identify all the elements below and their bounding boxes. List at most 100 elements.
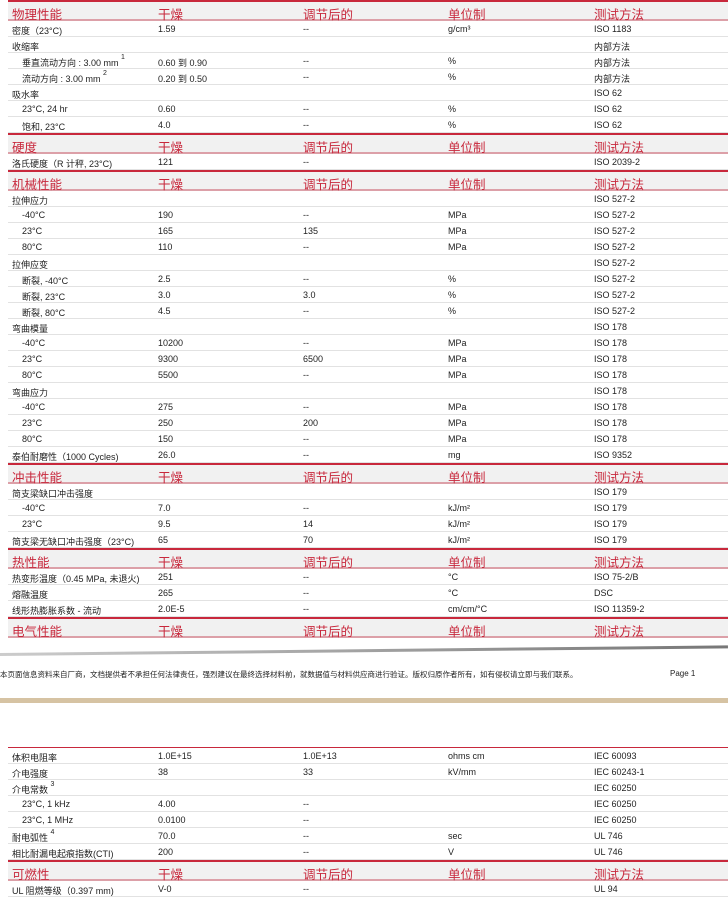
property-label: 相比耐漏电起痕指数(CTI) [12, 849, 114, 859]
property-label: 弯曲应力 [12, 388, 49, 398]
property-name: 弯曲应力 [12, 386, 48, 399]
table-row: 80°C 150 -- MPa ISO 178 [8, 431, 728, 447]
table-row: 泰伯耐磨性（1000 Cycles) 26.0 -- mg ISO 9352 [8, 447, 728, 463]
test-method: ISO 527-2 [594, 210, 636, 220]
unit: °C [448, 572, 459, 582]
property-name: 洛氏硬度（R 计秤, 23°C) [12, 157, 112, 170]
test-method: ISO 178 [594, 322, 628, 332]
dry-value: 150 [158, 434, 174, 444]
table-row: 垂直流动方向 : 3.00 mm 1 0.60 到 0.90 --% 内部方法 [8, 53, 728, 69]
dry-value: 200 [158, 847, 174, 857]
property-name: 拉伸应力 [12, 194, 48, 207]
properties-table-page-1: 物理性能 干燥 调节后的 单位制 测试方法 密度（23°C) 1.59 -- g/cm³ ISO … [8, 0, 728, 639]
section-header: 可燃性 干燥 调节后的 单位制 测试方法 [8, 860, 728, 882]
conditioned-value: -- [303, 306, 309, 316]
conditioned-value: -- [303, 588, 309, 598]
unit: ohms cm [448, 751, 485, 761]
table-row: 介电常数 3 IEC 60250 [8, 780, 728, 796]
test-method: ISO 178 [594, 386, 628, 396]
section-header: 硬度 干燥 调节后的 单位制 测试方法 [8, 133, 728, 155]
conditioned-value: 70 [303, 535, 314, 545]
table-row: 80°C 5500 -- MPa ISO 178 [8, 367, 728, 383]
test-method: IEC 60250 [594, 799, 637, 809]
column-header-unit: 单位制 [448, 178, 486, 192]
property-label: 弯曲模量 [12, 324, 49, 334]
column-header-conditioned: 调节后的 [303, 556, 354, 570]
property-name: 23°C, 1 MHz [22, 815, 73, 825]
property-label: 热变形温度（0.45 MPa, 未退火) [12, 574, 140, 584]
table-row: 简支梁无缺口冲击强度（23°C) 65 70 kJ/m² ISO 179 [8, 532, 728, 548]
property-label: -40°C [22, 402, 46, 412]
conditioned-value: -- [303, 120, 309, 130]
property-name: -40°C [22, 210, 45, 220]
property-label: -40°C [22, 338, 46, 348]
property-name: -40°C [22, 402, 45, 412]
column-header-test: 测试方法 [594, 178, 645, 192]
table-row: 体积电阻率 1.0E+15 1.0E+13 ohms cm IEC 60093 [8, 748, 728, 764]
conditioned-value: -- [303, 402, 309, 412]
conditioned-value: 6500 [303, 354, 324, 364]
unit: MPa [448, 370, 467, 380]
unit: g/cm³ [448, 24, 471, 34]
footer-disclaimer: 本页面信息资料来自厂商，文档提供者不承担任何法律责任，强烈建议在最终选择材料前，… [0, 670, 578, 679]
dry-value: 3.0 [158, 290, 171, 300]
page-number: Page 1 [670, 669, 696, 678]
conditioned-value: -- [303, 450, 309, 460]
property-label: 23°C, 1 MHz [22, 815, 74, 825]
unit: % [448, 104, 457, 114]
property-label: 23°C [22, 418, 43, 428]
table-row: 23°C, 1 MHz 0.0100 -- IEC 60250 [8, 812, 728, 828]
test-method: ISO 179 [594, 487, 628, 497]
test-method: UL 94 [594, 884, 618, 894]
property-label: 泰伯耐磨性（1000 Cycles) [12, 452, 119, 462]
footnote-marker: 1 [121, 54, 125, 61]
unit: sec [448, 831, 463, 841]
table-row: 流动方向 : 3.00 mm 2 0.20 到 0.50 --% 内部方法 [8, 69, 728, 85]
property-name: 介电常数 3 [12, 781, 54, 796]
test-method: ISO 11359-2 [594, 604, 645, 614]
property-name: -40°C [22, 338, 45, 348]
property-label: 饱和, 23°C [22, 122, 66, 132]
unit: MPa [448, 418, 467, 428]
test-method: ISO 179 [594, 519, 628, 529]
table-row: 线形热膨胀系数 - 流动 2.0E-5 -- cm/cm/°C ISO 11359-2 [8, 601, 728, 617]
conditioned-value: -- [303, 72, 309, 82]
property-label: -40°C [22, 503, 46, 513]
table-row: -40°C 275 -- MPa ISO 178 [8, 399, 728, 415]
unit: V [448, 847, 455, 857]
conditioned-value: -- [303, 210, 309, 220]
test-method: ISO 527-2 [594, 258, 636, 268]
column-header-dry: 干燥 [158, 141, 184, 155]
table-row: 吸水率 ISO 62 [8, 85, 728, 101]
section-header: 物理性能 干燥 调节后的 单位制 测试方法 [8, 0, 728, 22]
properties-table-page-2: 体积电阻率 1.0E+15 1.0E+13 ohms cm IEC 60093 介电强度 3… [8, 747, 728, 897]
unit: kJ/m² [448, 519, 470, 529]
dry-value: 165 [158, 226, 174, 236]
conditioned-value: -- [303, 370, 309, 380]
conditioned-value: -- [303, 572, 309, 582]
property-label: 密度（23°C) [12, 26, 63, 36]
dry-value: 275 [158, 402, 174, 412]
property-name: 23°C, 24 hr [22, 104, 68, 114]
property-name: 收缩率 [12, 40, 39, 53]
property-name: 垂直流动方向 : 3.00 mm 1 [22, 54, 125, 69]
dry-value: 0.60 到 0.90 [158, 58, 208, 68]
property-label: 拉伸应力 [12, 196, 49, 206]
property-label: 23°C, 1 kHz [22, 799, 71, 809]
unit: kV/mm [448, 767, 476, 777]
column-header-conditioned: 调节后的 [303, 471, 354, 485]
property-name: 泰伯耐磨性（1000 Cycles) [12, 450, 119, 463]
property-label: 耐电弧性 [12, 833, 49, 843]
column-header-conditioned: 调节后的 [303, 625, 354, 639]
conditioned-value: -- [303, 338, 309, 348]
table-row: 饱和, 23°C 4.0 --% ISO 62 [8, 117, 728, 133]
dry-value: 110 [158, 242, 173, 252]
dry-value: 250 [158, 418, 174, 428]
property-label: 断裂, 80°C [22, 308, 66, 318]
unit: % [448, 120, 457, 130]
unit: % [448, 72, 457, 82]
conditioned-value: -- [303, 799, 309, 809]
section-title: 可燃性 [12, 868, 50, 882]
conditioned-value: -- [303, 815, 309, 825]
property-name: 弯曲模量 [12, 322, 48, 335]
